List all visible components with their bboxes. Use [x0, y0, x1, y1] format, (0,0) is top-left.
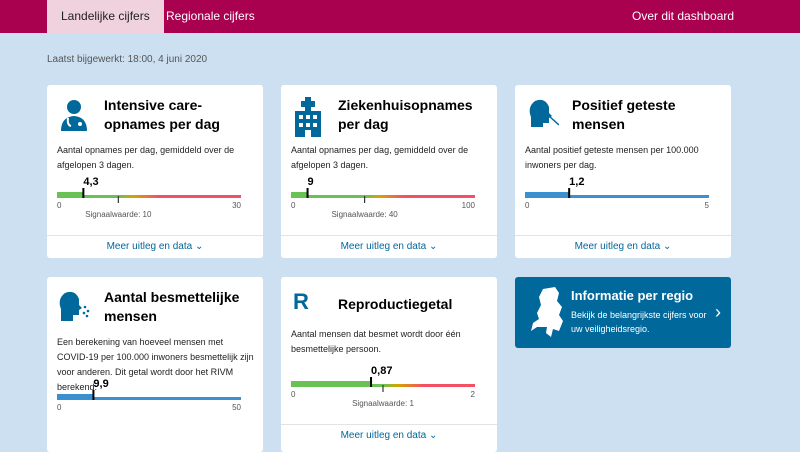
min-label: 0 [57, 403, 62, 412]
chevron-down-icon: ⌄ [429, 241, 438, 252]
max-label: 100 [462, 201, 476, 210]
r-letter-icon: R [293, 289, 309, 314]
bar-fill [57, 394, 94, 400]
card-title: Positief geteste mensen [572, 97, 676, 132]
card-title: Intensive care-opnames per dag [104, 97, 220, 132]
region-info-button[interactable]: Informatie per regio Bekijk de belangrij… [515, 277, 731, 348]
chevron-down-icon: ⌄ [663, 241, 672, 252]
chevron-down-icon: ⌄ [195, 241, 204, 252]
more-info-link[interactable]: Meer uitleg en data ⌄ [106, 241, 204, 252]
metric-card: Positief geteste mensen Aantal positief … [515, 85, 731, 258]
divider [515, 235, 731, 236]
last-updated: Laatst bijgewerkt: 18:00, 4 juni 2020 [47, 54, 208, 65]
region-description: Bekijk de belangrijkste cijfers voor uw … [571, 310, 707, 334]
card-title: Ziekenhuisopnames per dag [338, 97, 473, 132]
card-description: Aantal positief geteste mensen per 100.0… [525, 145, 699, 170]
about-dashboard-link[interactable]: Over dit dashboard [632, 9, 735, 23]
max-label: 5 [705, 201, 710, 210]
netherlands-map-icon [531, 287, 563, 337]
metric-card: Aantal besmettelijke mensen Een berekeni… [47, 277, 263, 452]
value-label: 1,2 [569, 176, 584, 188]
infectious-person-icon [57, 289, 91, 323]
min-label: 0 [57, 201, 62, 210]
signal-label: Signaalwaarde: 10 [85, 210, 152, 219]
chevron-down-icon: ⌄ [429, 430, 438, 441]
card-description: Aantal opnames per dag, gemiddeld over d… [57, 145, 235, 170]
bar-fill [291, 192, 308, 198]
max-label: 50 [232, 403, 241, 412]
value-label: 9 [308, 176, 314, 188]
divider [47, 235, 263, 236]
bar-fill [57, 192, 84, 198]
region-title: Informatie per regio [571, 288, 694, 303]
test-swab-icon [525, 97, 560, 131]
divider [281, 424, 497, 425]
card-title: Aantal besmettelijke mensen [104, 289, 240, 324]
card-title: Reproductiegetal [338, 296, 453, 312]
bar-track [57, 397, 241, 400]
more-info-link[interactable]: Meer uitleg en data ⌄ [340, 430, 438, 441]
doctor-icon [57, 97, 91, 131]
card-description: Een berekening van hoeveel mensen met CO… [57, 337, 254, 392]
card-description: Aantal opnames per dag, gemiddeld over d… [291, 145, 469, 170]
min-label: 0 [525, 201, 530, 210]
bar-fill [291, 381, 372, 387]
more-info-link[interactable]: Meer uitleg en data ⌄ [574, 241, 672, 252]
min-label: 0 [291, 390, 296, 399]
value-label: 9,9 [93, 378, 108, 390]
more-info-link[interactable]: Meer uitleg en data ⌄ [340, 241, 438, 252]
card-description: Aantal mensen dat besmet wordt door één … [291, 329, 461, 354]
max-label: 30 [232, 201, 241, 210]
value-label: 4,3 [83, 176, 98, 188]
signal-label: Signaalwaarde: 40 [331, 210, 398, 219]
metric-card: Intensive care-opnames per dag Aantal op… [47, 85, 263, 258]
value-label: 0,87 [371, 365, 392, 377]
metric-card: Ziekenhuisopnames per dag Aantal opnames… [281, 85, 497, 258]
min-label: 0 [291, 201, 296, 210]
metric-bar: 1,2 0 5 [525, 176, 710, 216]
metric-bar: 9,9 0 50 [57, 378, 242, 418]
bar-track [525, 195, 709, 198]
bar-track [291, 195, 475, 198]
divider [281, 235, 497, 236]
metric-bar: 9 0 100 Signaalwaarde: 40 [291, 176, 476, 219]
signal-label: Signaalwaarde: 1 [352, 399, 414, 408]
bar-track [57, 195, 241, 198]
metric-bar: 4,3 0 30 Signaalwaarde: 10 [57, 176, 242, 219]
chevron-right-icon: › [715, 302, 721, 322]
bar-fill [525, 192, 570, 198]
tab-regionale-cijfers[interactable]: Regionale cijfers [166, 9, 255, 23]
top-nav: Landelijke cijfers Regionale cijfers Ove… [0, 0, 800, 33]
metric-bar: 0,87 0 2 Signaalwaarde: 1 [291, 365, 476, 408]
hospital-icon [291, 97, 325, 137]
metric-card: R Reproductiegetal Aantal mensen dat besm… [281, 277, 497, 452]
max-label: 2 [471, 390, 476, 399]
tab-landelijke-cijfers[interactable]: Landelijke cijfers [47, 0, 164, 33]
